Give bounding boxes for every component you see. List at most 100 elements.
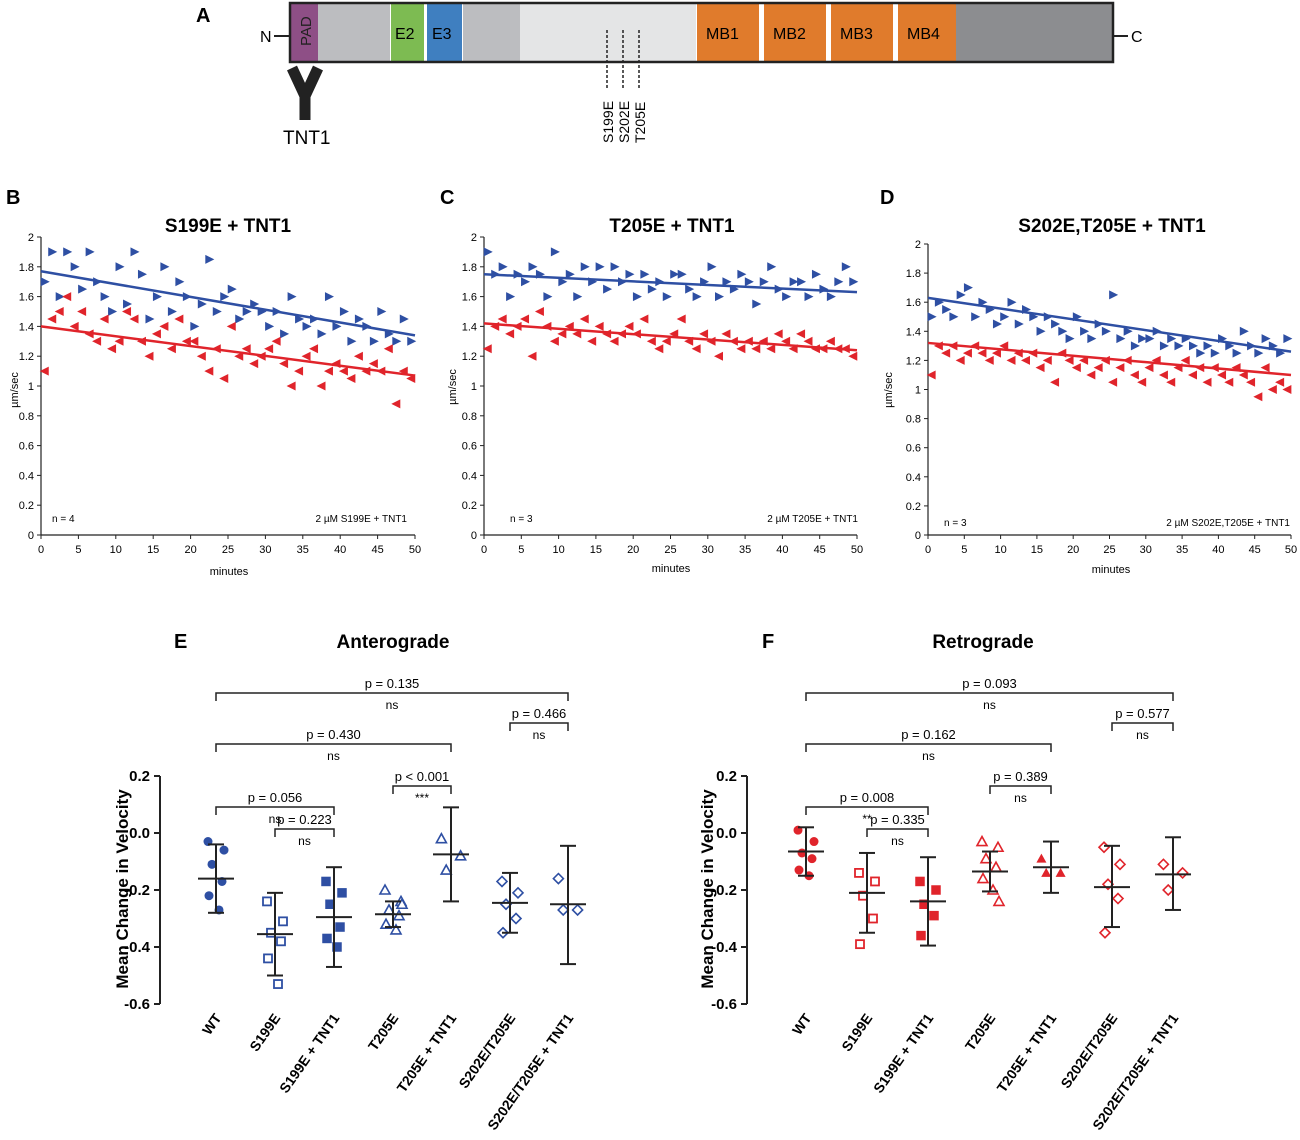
chart-d-retrograde-point xyxy=(1108,377,1118,387)
chart-b-y-tick-label: 2 xyxy=(28,232,34,244)
chart-f-comparison-bracket xyxy=(866,828,929,837)
chart-f-point xyxy=(855,939,865,950)
chart-d-retrograde-point xyxy=(977,348,987,358)
chart-d-anterograde-point xyxy=(1203,341,1213,351)
chart-b-retrograde-point xyxy=(181,336,191,346)
chart-c-anterograde-point xyxy=(565,269,575,279)
chart-b-anterograde-point xyxy=(332,321,342,331)
domain-mb4 xyxy=(898,4,956,61)
chart-f-point xyxy=(1036,853,1047,863)
chart-e-point xyxy=(395,897,409,910)
chart-e-point xyxy=(321,876,331,887)
chart-e-point xyxy=(207,859,217,869)
chart-c-anterograde-point xyxy=(722,277,732,287)
chart-b-anterograde-point xyxy=(48,247,58,257)
chart-d-retrograde-point xyxy=(1180,355,1190,365)
chart-e-point xyxy=(273,979,283,989)
chart-f-point xyxy=(1055,867,1066,877)
chart-b-anterograde-point xyxy=(369,336,379,346)
chart-d-retrograde-point xyxy=(1115,363,1125,373)
chart-b-y-tick-label: 0.4 xyxy=(19,470,34,482)
chart-c-x-tick-label: 50 xyxy=(851,544,863,556)
chart-d-anterograde-point xyxy=(1188,341,1198,351)
chart-c-retrograde-point xyxy=(594,321,604,331)
chart-d-anterograde-point xyxy=(1159,341,1169,351)
antibody-label: TNT1 xyxy=(283,128,331,149)
protein-outline xyxy=(288,1,1115,64)
chart-b-x-tick-label: 50 xyxy=(409,544,421,556)
chart-d-anterograde-point xyxy=(1036,326,1046,336)
chart-d-n: n = 3 xyxy=(944,518,967,529)
chart-b-anterograde-point xyxy=(152,292,162,302)
chart-b-retrograde-point xyxy=(294,366,304,376)
chart-c-retrograde-point xyxy=(721,329,731,339)
chart-d-anterograde-point xyxy=(1065,334,1075,344)
chart-c-x-tick-label: 0 xyxy=(481,544,487,556)
chart-d-anterograde-point xyxy=(1239,326,1249,336)
chart-b-anterograde-point xyxy=(145,314,155,324)
panel-f: F Retrograde Mean Change in Velocity -0.… xyxy=(698,631,1191,1133)
chart-d-anterograde-point xyxy=(1029,312,1039,322)
chart-e-point xyxy=(435,832,448,844)
chart-c-anterograde-point xyxy=(625,269,635,279)
chart-d-anterograde-point xyxy=(1145,334,1155,344)
chart-b-anterograde-point xyxy=(212,307,222,316)
chart-d-retrograde-point xyxy=(926,370,936,380)
chart-c-anterograde-point xyxy=(685,284,695,294)
chart-b-retrograde-point xyxy=(114,336,124,346)
chart-f-category-label: S199E + TNT1 xyxy=(870,1010,937,1096)
chart-b-anterograde-point xyxy=(399,314,409,324)
chart-d-retrograde-point xyxy=(1166,377,1176,387)
chart-c-anterograde-point xyxy=(797,277,807,287)
chart-b-anterograde-point xyxy=(160,262,170,272)
chart-d-anterograde-point xyxy=(1167,334,1177,344)
chart-e-category-label: WT xyxy=(199,1010,225,1037)
chart-b-retrograde-point xyxy=(174,314,184,324)
chart-e-point xyxy=(219,845,229,855)
chart-f-point xyxy=(1098,926,1112,939)
chart-b-condition: 2 µM S199E + TNT1 xyxy=(316,514,408,525)
chart-c-retrograde-point xyxy=(624,321,634,331)
site-label-t205e: T205E xyxy=(632,102,648,143)
chart-c-anterograde-point xyxy=(543,292,553,302)
chart-c-x-tick-label: 20 xyxy=(627,544,639,556)
chart-e-point xyxy=(511,886,525,899)
chart-c-retrograde-trend-line xyxy=(483,322,858,352)
chart-c-retrograde-point xyxy=(848,351,858,361)
chart-b-retrograde-point xyxy=(54,307,64,316)
chart-b-retrograde-point xyxy=(204,366,214,376)
chart-e-comparison-sig: *** xyxy=(415,791,429,805)
chart-e-point xyxy=(495,875,509,888)
chart-e-point xyxy=(204,891,214,901)
chart-d-anterograde-point xyxy=(1014,319,1024,329)
chart-f-comparison-bracket xyxy=(989,785,1052,794)
chart-c-y-tick-label: 0.4 xyxy=(462,470,477,482)
chart-d-x-tick-label: 35 xyxy=(1176,544,1188,556)
chart-f-point xyxy=(989,860,1003,872)
chart-b-anterograde-point xyxy=(197,299,207,309)
chart-f-point xyxy=(1113,858,1127,871)
chart-e-point xyxy=(379,917,393,929)
chart-e-point xyxy=(389,923,403,935)
chart-c-retrograde-point xyxy=(505,329,515,339)
chart-b-x-tick-label: 20 xyxy=(184,544,196,556)
chart-f-ylabel: Mean Change in Velocity xyxy=(698,789,717,989)
chart-f-y-tick-label: 0.0 xyxy=(716,825,737,842)
chart-b-retrograde-point xyxy=(264,344,274,354)
chart-c-anterograde-point xyxy=(603,284,613,294)
chart-c-y-tick-label: 0.8 xyxy=(462,411,477,423)
chart-d-retrograde-point xyxy=(1093,363,1103,373)
chart-e-ylabel: Mean Change in Velocity xyxy=(113,789,132,989)
chart-f-comparison-sig: ns xyxy=(1014,791,1027,805)
chart-c-anterograde-point xyxy=(789,277,799,287)
chart-b-anterograde-point xyxy=(265,321,275,331)
chart-f-point xyxy=(794,865,804,875)
chart-e-comparison-sig: ns xyxy=(327,749,340,763)
chart-c-y-tick-label: 1.6 xyxy=(462,292,477,304)
chart-f-comparison-p: p = 0.008 xyxy=(840,790,895,805)
chart-d-anterograde-point xyxy=(1051,319,1061,329)
chart-c-retrograde-point xyxy=(736,344,746,354)
chart-d-title: S202E,T205E + TNT1 xyxy=(1018,216,1206,237)
chart-b-anterograde-point xyxy=(123,299,133,309)
chart-d-x-tick-label: 40 xyxy=(1212,544,1224,556)
